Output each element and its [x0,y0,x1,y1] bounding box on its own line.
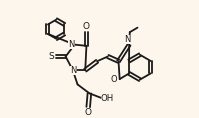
Text: OH: OH [100,94,114,103]
Text: O: O [111,75,117,84]
Text: S: S [49,52,55,61]
Text: N: N [125,35,131,44]
Text: O: O [84,108,91,117]
Text: N: N [68,40,75,48]
Text: O: O [83,22,90,31]
Text: N: N [70,66,77,75]
